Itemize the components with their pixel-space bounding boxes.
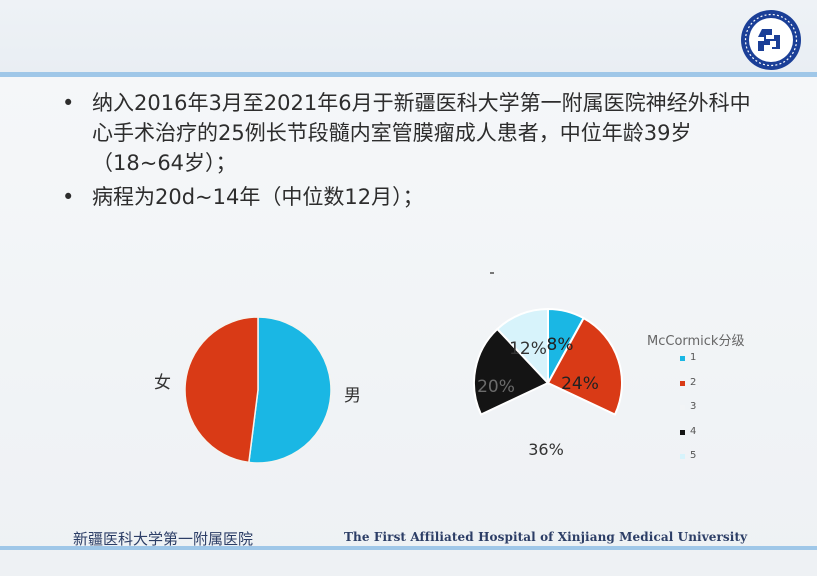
legend-label: 3 bbox=[690, 401, 697, 412]
legend-label: 2 bbox=[690, 376, 697, 388]
legend-item-grade-2: 2 bbox=[647, 376, 744, 403]
pie-data-label-grade-4: 20% bbox=[477, 377, 515, 397]
chart-marker bbox=[490, 272, 494, 274]
hospital-logo bbox=[741, 10, 801, 70]
legend-title: McCormick分级 bbox=[647, 334, 745, 349]
pie-data-label-grade-5: 12% bbox=[509, 339, 547, 359]
legend-swatch bbox=[680, 356, 685, 361]
pie-slice-grade-4 bbox=[473, 327, 550, 416]
legend-swatch bbox=[680, 380, 685, 386]
pie-label-female: 女 bbox=[154, 373, 171, 393]
pie-data-label-grade-1: 8% bbox=[547, 335, 574, 355]
bullet-item: • 病程为20d~14年（中位数12月）； bbox=[62, 182, 762, 212]
legend-item-grade-3: 3 bbox=[647, 401, 744, 427]
legend-label: 4 bbox=[690, 425, 697, 437]
footer-rule bbox=[0, 546, 817, 550]
footer-hospital-name-en: The First Affiliated Hospital of Xinjian… bbox=[344, 530, 748, 544]
legend-swatch bbox=[680, 454, 685, 459]
pie-label-male: 男 bbox=[344, 386, 361, 406]
pie-data-label-grade-2: 24% bbox=[561, 374, 599, 394]
pie-slice-female bbox=[184, 316, 259, 464]
bullet-list: • 纳入2016年3月至2021年6月于新疆医科大学第一附属医院神经外科中心手术… bbox=[62, 88, 762, 216]
legend-item-grade-5: 5 bbox=[647, 450, 744, 476]
bullet-text: 病程为20d~14年（中位数12月）； bbox=[92, 185, 424, 209]
chart-legend: McCormick分级 1 2 3 4 5 bbox=[647, 330, 744, 476]
footer-hospital-name-cn: 新疆医科大学第一附属医院 bbox=[73, 530, 254, 548]
bullet-dot: • bbox=[62, 91, 75, 115]
legend-label: 1 bbox=[690, 352, 697, 363]
header-rule bbox=[0, 72, 817, 77]
legend-item-grade-4: 4 bbox=[647, 425, 744, 452]
bullet-item: • 纳入2016年3月至2021年6月于新疆医科大学第一附属医院神经外科中心手术… bbox=[62, 88, 762, 178]
legend-item-grade-1: 1 bbox=[647, 352, 744, 378]
bullet-text: 纳入2016年3月至2021年6月于新疆医科大学第一附属医院神经外科中心手术治疗… bbox=[92, 91, 751, 175]
pie-slice-grade-5 bbox=[495, 307, 549, 386]
pie-slice-male bbox=[248, 316, 332, 464]
pie-slice-grade-2 bbox=[546, 316, 623, 416]
legend-swatch bbox=[680, 405, 685, 410]
header-band bbox=[0, 0, 817, 72]
bullet-dot: • bbox=[62, 185, 75, 209]
legend-label: 5 bbox=[690, 450, 697, 461]
pie-data-label-grade-3: 36% bbox=[528, 440, 564, 459]
legend-swatch bbox=[680, 429, 685, 435]
